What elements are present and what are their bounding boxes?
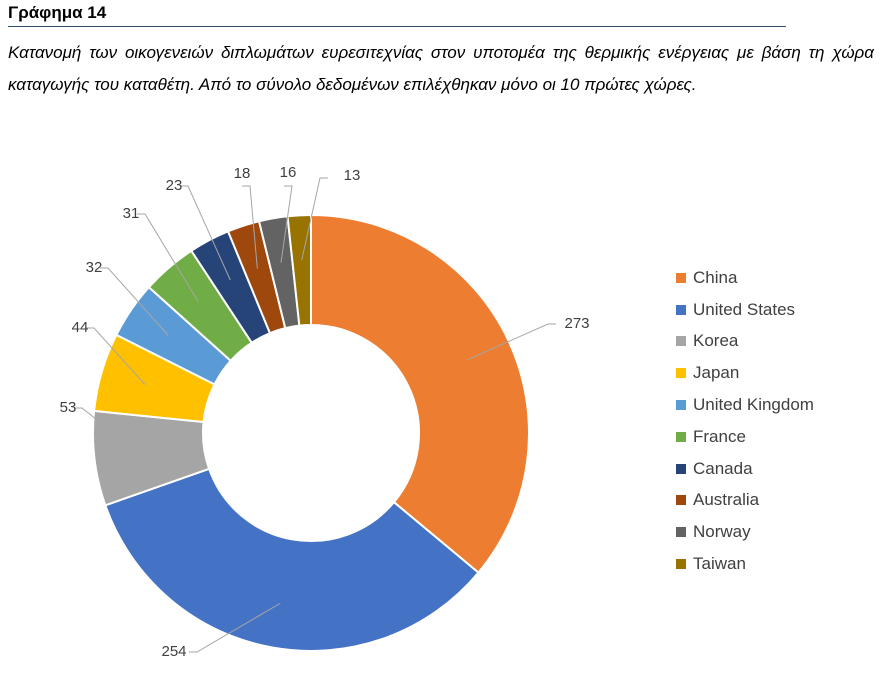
data-label: 254 <box>161 643 186 660</box>
legend-label: United States <box>693 300 795 320</box>
legend-swatch <box>676 495 686 505</box>
legend-item: Australia <box>676 485 814 517</box>
legend-label: Canada <box>693 459 753 479</box>
legend-swatch <box>676 305 686 315</box>
slice-china <box>311 215 529 573</box>
data-label: 53 <box>60 399 77 416</box>
data-label: 13 <box>344 167 361 184</box>
chart-slices <box>93 215 529 651</box>
legend-label: Japan <box>693 363 739 383</box>
legend-item: Japan <box>676 357 814 389</box>
data-label: 16 <box>280 164 297 181</box>
legend-item: France <box>676 421 814 453</box>
data-label: 32 <box>86 259 103 276</box>
legend-swatch <box>676 368 686 378</box>
legend-item: Korea <box>676 326 814 358</box>
data-label: 18 <box>234 165 251 182</box>
legend-swatch <box>676 400 686 410</box>
legend-swatch <box>676 432 686 442</box>
data-label: 31 <box>123 205 140 222</box>
data-label: 44 <box>72 319 89 336</box>
legend-swatch <box>676 559 686 569</box>
legend-item: Norway <box>676 516 814 548</box>
chart-legend: China United States Korea Japan United Kingd… <box>676 262 814 580</box>
data-label: 23 <box>166 177 183 194</box>
legend-item: Taiwan <box>676 548 814 580</box>
legend-label: Korea <box>693 331 738 351</box>
legend-swatch <box>676 273 686 283</box>
legend-swatch <box>676 336 686 346</box>
legend-item: Canada <box>676 453 814 485</box>
data-label: 273 <box>564 315 589 332</box>
legend-label: China <box>693 268 737 288</box>
legend-swatch <box>676 464 686 474</box>
legend-label: France <box>693 427 746 447</box>
legend-label: Norway <box>693 522 751 542</box>
legend-item: United States <box>676 294 814 326</box>
legend-label: Australia <box>693 490 759 510</box>
legend-label: Taiwan <box>693 554 746 574</box>
legend-label: United Kingdom <box>693 395 814 415</box>
legend-item: United Kingdom <box>676 389 814 421</box>
legend-item: China <box>676 262 814 294</box>
legend-swatch <box>676 527 686 537</box>
